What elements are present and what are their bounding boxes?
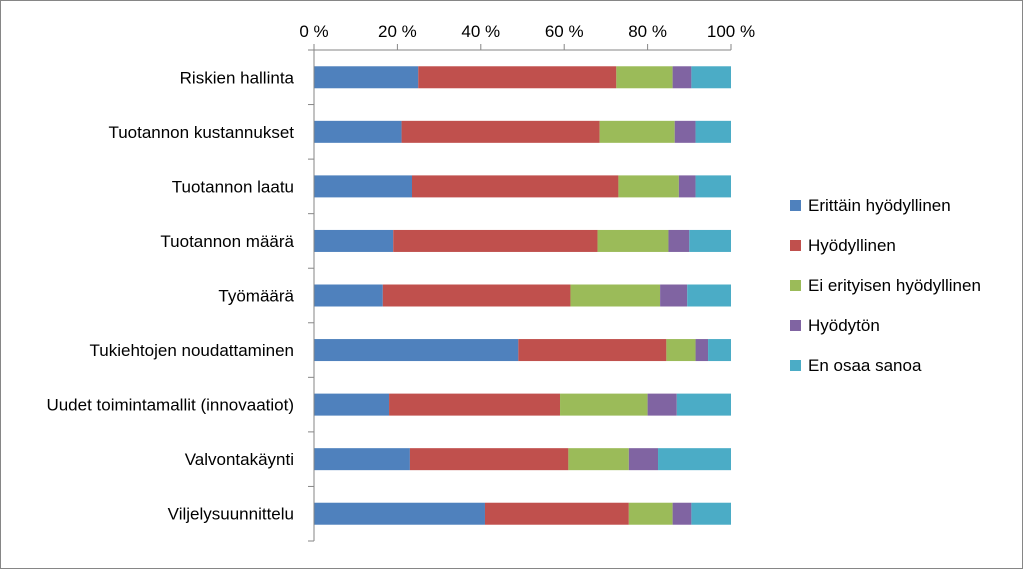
legend: Erittäin hyödyllinen Hyödyllinen Ei erityi… bbox=[790, 196, 981, 375]
bar-hyodyton bbox=[660, 284, 688, 307]
legend-item-ei-erityisen-hyodyllinen: Ei erityisen hyödyllinen bbox=[790, 276, 981, 295]
legend-swatch bbox=[790, 320, 801, 331]
category-label: Tuotannon kustannukset bbox=[108, 123, 294, 142]
bar-hyodyton bbox=[678, 175, 696, 198]
category-labels: Riskien hallinta Tuotannon kustannukset Tu… bbox=[46, 68, 294, 523]
bar-ei-erityisen-hyodyllinen bbox=[599, 120, 675, 143]
bar-hyodyllinen bbox=[411, 175, 619, 198]
bar-en-osaa-sanoa bbox=[695, 175, 731, 198]
bar-hyodyton bbox=[668, 229, 690, 252]
legend-item-hyodyllinen: Hyödyllinen bbox=[790, 236, 896, 255]
bar-hyodyllinen bbox=[393, 229, 598, 252]
bar-hyodyton bbox=[695, 339, 709, 362]
bar-erittain-hyodyllinen bbox=[314, 502, 485, 525]
legend-label: Ei erityisen hyödyllinen bbox=[808, 276, 981, 295]
bar-en-osaa-sanoa bbox=[676, 393, 731, 416]
bar-erittain-hyodyllinen bbox=[314, 120, 402, 143]
bar-ei-erityisen-hyodyllinen bbox=[568, 448, 629, 471]
x-axis-ticks: 0 % 20 % 40 % 60 % 80 % 100 % bbox=[299, 22, 755, 50]
bar-hyodyton bbox=[672, 502, 692, 525]
bar-ei-erityisen-hyodyllinen bbox=[560, 393, 648, 416]
bar-hyodyllinen bbox=[389, 393, 561, 416]
category-label: Riskien hallinta bbox=[180, 68, 295, 87]
bar-hyodyton bbox=[628, 448, 659, 471]
bar-ei-erityisen-hyodyllinen bbox=[616, 66, 673, 89]
bar-ei-erityisen-hyodyllinen bbox=[597, 229, 669, 252]
bar-hyodyllinen bbox=[382, 284, 571, 307]
bar-hyodyton bbox=[672, 66, 692, 89]
bar-erittain-hyodyllinen bbox=[314, 229, 394, 252]
x-tick-label: 60 % bbox=[545, 22, 584, 41]
legend-swatch bbox=[790, 240, 801, 251]
bar-ei-erityisen-hyodyllinen bbox=[628, 502, 673, 525]
bar-hyodyton bbox=[674, 120, 696, 143]
bar-en-osaa-sanoa bbox=[691, 66, 731, 89]
bar-erittain-hyodyllinen bbox=[314, 448, 410, 471]
category-label: Tukiehtojen noudattaminen bbox=[90, 341, 294, 360]
category-label: Valvontakäynti bbox=[185, 450, 294, 469]
bars bbox=[314, 66, 731, 525]
bar-hyodyllinen bbox=[401, 120, 600, 143]
legend-label: En osaa sanoa bbox=[808, 356, 922, 375]
x-tick-label: 80 % bbox=[628, 22, 667, 41]
bar-hyodyton bbox=[647, 393, 677, 416]
x-tick-label: 100 % bbox=[707, 22, 755, 41]
category-label: Uudet toimintamallit (innovaatiot) bbox=[46, 396, 294, 415]
bar-erittain-hyodyllinen bbox=[314, 175, 412, 198]
legend-swatch bbox=[790, 360, 801, 371]
bar-erittain-hyodyllinen bbox=[314, 284, 383, 307]
x-tick-label: 20 % bbox=[378, 22, 417, 41]
bar-en-osaa-sanoa bbox=[658, 448, 731, 471]
bar-erittain-hyodyllinen bbox=[314, 339, 519, 362]
category-label: Tuotannon määrä bbox=[160, 232, 294, 251]
axes bbox=[308, 49, 731, 542]
bar-ei-erityisen-hyodyllinen bbox=[666, 339, 696, 362]
bar-en-osaa-sanoa bbox=[691, 502, 731, 525]
legend-item-hyodyton: Hyödytön bbox=[790, 316, 880, 335]
bar-hyodyllinen bbox=[484, 502, 629, 525]
legend-swatch bbox=[790, 200, 801, 211]
legend-item-en-osaa-sanoa: En osaa sanoa bbox=[790, 356, 922, 375]
bar-hyodyllinen bbox=[409, 448, 569, 471]
bar-erittain-hyodyllinen bbox=[314, 66, 419, 89]
bar-ei-erityisen-hyodyllinen bbox=[570, 284, 661, 307]
bar-en-osaa-sanoa bbox=[687, 284, 731, 307]
bar-hyodyllinen bbox=[518, 339, 667, 362]
legend-label: Hyödytön bbox=[808, 316, 880, 335]
x-tick-label: 0 % bbox=[299, 22, 328, 41]
bar-en-osaa-sanoa bbox=[695, 120, 731, 143]
category-label: Tuotannon laatu bbox=[172, 177, 294, 196]
bar-ei-erityisen-hyodyllinen bbox=[618, 175, 679, 198]
bar-erittain-hyodyllinen bbox=[314, 393, 390, 416]
bar-en-osaa-sanoa bbox=[689, 229, 731, 252]
bar-en-osaa-sanoa bbox=[708, 339, 731, 362]
legend-item-erittain-hyodyllinen: Erittäin hyödyllinen bbox=[790, 196, 951, 215]
category-label: Työmäärä bbox=[218, 287, 294, 306]
legend-label: Erittäin hyödyllinen bbox=[808, 196, 951, 215]
legend-swatch bbox=[790, 280, 801, 291]
x-tick-label: 40 % bbox=[461, 22, 500, 41]
category-label: Viljelysuunnittelu bbox=[168, 505, 294, 524]
bar-hyodyllinen bbox=[418, 66, 617, 89]
legend-label: Hyödyllinen bbox=[808, 236, 896, 255]
